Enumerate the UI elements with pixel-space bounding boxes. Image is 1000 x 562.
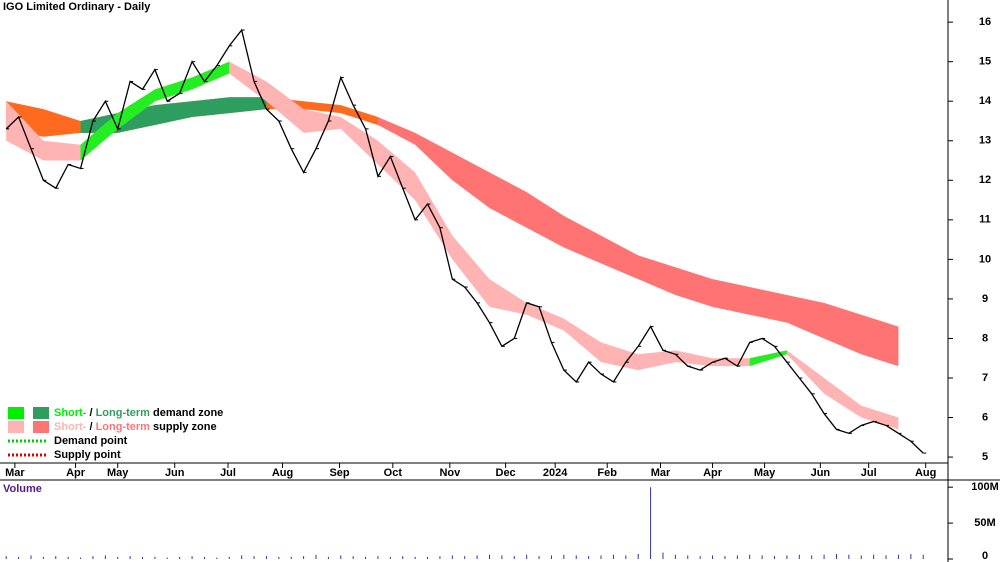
x-tick-label: Jul [220, 467, 236, 479]
legend-swatch [8, 407, 24, 419]
legend-swatch [8, 421, 24, 433]
y-tick-label: 9 [982, 293, 988, 305]
y-tick-label: 5 [982, 451, 988, 463]
x-tick-label: Jul [861, 467, 877, 479]
legend-part: Long-term [96, 407, 151, 419]
legend-label: Short- / Long-term supply zone [54, 421, 217, 433]
y-tick-label: 11 [979, 214, 991, 226]
x-tick-label: Aug [272, 467, 293, 479]
y-tick-label: 0 [982, 550, 988, 562]
x-tick-label: Jun [165, 467, 185, 479]
y-tick-label: 13 [979, 135, 991, 147]
legend-swatch [33, 407, 49, 419]
zone-band [80, 97, 267, 133]
y-tick-label: 16 [979, 16, 991, 28]
legend-part: supply zone [150, 421, 217, 433]
legend-part: demand zone [150, 407, 223, 419]
zone-band [80, 61, 230, 161]
x-tick-label: 2024 [543, 467, 568, 479]
y-tick-label: 7 [982, 372, 988, 384]
legend-label: Supply point [54, 449, 121, 461]
legend-part: / [86, 421, 95, 433]
y-tick-label: 12 [979, 174, 991, 186]
x-tick-label: Nov [439, 467, 461, 479]
y-tick-label: 15 [979, 56, 991, 68]
y-tick-label: 50M [974, 517, 995, 529]
x-tick-label: Apr [66, 467, 86, 479]
x-tick-label: Oct [384, 467, 403, 479]
x-tick-label: Aug [915, 467, 936, 479]
legend-part: / [86, 407, 95, 419]
y-tick-label: 10 [979, 253, 991, 265]
x-tick-label: Mar [5, 467, 25, 479]
chart-title: IGO Limited Ordinary - Daily [3, 1, 151, 13]
y-tick-label: 8 [982, 332, 988, 344]
x-tick-label: May [107, 467, 129, 479]
legend-part: Short- [54, 421, 87, 433]
y-tick-label: 6 [982, 411, 988, 423]
y-tick-label: 100M [971, 481, 999, 493]
x-tick-label: Sep [329, 467, 349, 479]
zone-band [749, 350, 787, 367]
legend-part: Short- [54, 407, 87, 419]
zone-band [6, 61, 899, 430]
legend-swatch [33, 421, 49, 433]
legend-label: Demand point [54, 435, 128, 447]
volume-title: Volume [3, 483, 42, 495]
legend-label: Short- / Long-term demand zone [54, 407, 223, 419]
legend-part: Long-term [96, 421, 151, 433]
zone-band [377, 117, 899, 367]
x-tick-label: May [754, 467, 776, 479]
x-tick-label: Apr [703, 467, 723, 479]
x-tick-label: Mar [651, 467, 671, 479]
x-tick-label: Dec [496, 467, 516, 479]
x-tick-label: Jun [811, 467, 831, 479]
y-tick-label: 14 [979, 95, 992, 107]
x-tick-label: Feb [597, 467, 617, 479]
